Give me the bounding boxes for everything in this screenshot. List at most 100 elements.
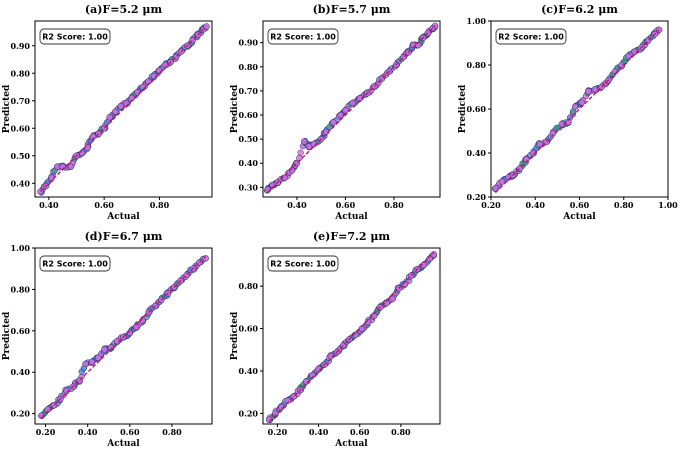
y-tick-label: 0.80: [467, 60, 487, 70]
x-tick-label: 0.40: [78, 427, 98, 437]
r2-score-badge: [267, 28, 339, 45]
subplot-a: (a)F=5.2 μm 0.40 0.60 0.80 0.40 0.50 0.60 0.70 0…: [2, 3, 213, 222]
r2-score-badge: [39, 255, 111, 272]
y-axis-label: Predicted: [2, 311, 12, 360]
scatter-point: [82, 360, 89, 368]
y-tick-label: 0.60: [11, 326, 31, 336]
scatter-point: [536, 140, 543, 148]
y-tick-label: 0.90: [11, 41, 31, 51]
scatter-point: [202, 255, 209, 262]
x-tick-label: 0.40: [309, 427, 329, 437]
y-tick-label: 0.60: [467, 104, 487, 114]
y-tick-label: 1.00: [467, 16, 487, 26]
data-layer: [491, 26, 663, 194]
x-tick-label: 0.60: [120, 427, 140, 437]
y-tick-label: 0.60: [239, 324, 259, 334]
ideal-fit-line: [267, 25, 436, 193]
subplot-title: (e)F=7.2 μm: [313, 230, 390, 243]
subplot-c: (c)F=6.2 μm 0.20 0.40 0.60 0.80 1.00 0.20 0.40 0…: [458, 3, 678, 222]
ideal-fit-line: [40, 26, 207, 192]
y-tick-label: 0.40: [11, 367, 31, 377]
y-axis-label: Predicted: [230, 311, 240, 360]
y-tick-label: 0.60: [239, 110, 259, 120]
r2-score-badge: [39, 28, 111, 45]
x-tick-label: 0.60: [350, 427, 370, 437]
scatter-point: [94, 354, 102, 361]
scatter-point: [492, 184, 499, 192]
y-tick-label: 0.70: [239, 86, 259, 96]
y-tick-label: 1.00: [11, 243, 31, 253]
y-tick-label: 0.30: [239, 182, 259, 192]
y-axis-label: Predicted: [2, 84, 12, 133]
scatter-point: [578, 99, 585, 106]
data-layer: [38, 255, 209, 420]
ideal-fit-line: [268, 251, 435, 423]
subplot-title: (b)F=5.7 μm: [313, 3, 391, 16]
x-tick-label: 0.20: [36, 427, 56, 437]
x-tick-label: 0.80: [614, 200, 634, 210]
y-tick-label: 0.80: [239, 62, 259, 72]
x-tick-label: 0.20: [481, 200, 501, 210]
scatter-point: [297, 149, 304, 156]
scatter-point: [300, 138, 308, 145]
r2-score-badge: [267, 255, 339, 272]
x-tick-label: 0.40: [39, 200, 59, 210]
y-tick-label: 0.70: [11, 96, 31, 106]
scatter-point: [53, 163, 61, 170]
x-tick-label: 0.20: [268, 427, 288, 437]
scatter-point: [111, 108, 119, 115]
scatter-point: [349, 99, 356, 107]
data-layer: [263, 22, 439, 194]
y-tick-label: 0.40: [239, 158, 259, 168]
x-tick-label: 0.60: [570, 200, 590, 210]
y-axis-label: Predicted: [230, 84, 240, 133]
r2-score-text: R2 Score: 1.00: [270, 260, 336, 269]
y-tick-label: 0.50: [239, 134, 259, 144]
x-axis-label: Actual: [106, 439, 140, 449]
x-axis-label: Actual: [562, 212, 596, 222]
x-axis-label: Actual: [334, 439, 368, 449]
scatter-point: [342, 106, 349, 114]
scatter-point: [88, 358, 96, 366]
scatter-point: [337, 111, 344, 119]
x-tick-label: 0.40: [526, 200, 546, 210]
y-axis-label: Predicted: [458, 84, 468, 133]
x-axis-label: Actual: [334, 212, 368, 222]
subplot-title: (c)F=6.2 μm: [541, 3, 618, 16]
scatter-point: [106, 114, 113, 121]
y-tick-label: 0.20: [239, 408, 259, 418]
y-tick-label: 0.40: [239, 366, 259, 376]
ideal-fit-line: [494, 29, 660, 194]
y-tick-label: 0.80: [239, 281, 259, 291]
x-tick-label: 0.60: [94, 200, 114, 210]
r2-score-text: R2 Score: 1.00: [42, 260, 108, 269]
y-tick-label: 0.90: [239, 38, 259, 48]
subplot-b: (b)F=5.7 μm 0.40 0.60 0.80 0.30 0.40 0.50 0.60 0…: [230, 3, 441, 222]
subplot-title: (a)F=5.2 μm: [85, 3, 163, 16]
data-layer: [37, 23, 210, 196]
scatter-point: [585, 88, 592, 95]
scatter-point: [101, 346, 108, 353]
subplot-e: (e)F=7.2 μm 0.20 0.40 0.60 0.80 0.20 0.40 0.60 0…: [230, 230, 441, 449]
y-tick-label: 0.40: [467, 148, 487, 158]
data-layer: [265, 251, 438, 424]
y-tick-label: 0.50: [11, 151, 31, 161]
scatter-point: [330, 119, 337, 126]
r2-score-badge: [495, 28, 567, 45]
r2-score-text: R2 Score: 1.00: [42, 33, 108, 42]
scatter-point: [571, 103, 579, 111]
y-tick-label: 0.20: [11, 409, 31, 419]
x-axis-label: Actual: [106, 212, 140, 222]
subplot-title: (d)F=6.7 μm: [85, 230, 163, 243]
scatter-point: [389, 295, 396, 303]
x-tick-label: 1.00: [658, 200, 678, 210]
r2-score-text: R2 Score: 1.00: [270, 33, 336, 42]
subplot-d: (d)F=6.7 μm 0.20 0.40 0.60 0.80 0.20 0.40 0.60 0…: [2, 230, 213, 449]
x-tick-label: 0.80: [391, 427, 411, 437]
y-tick-label: 0.80: [11, 68, 31, 78]
ideal-fit-line: [40, 255, 207, 419]
x-tick-label: 0.40: [287, 200, 307, 210]
scatter-point: [624, 52, 632, 60]
y-tick-label: 0.60: [11, 123, 31, 133]
